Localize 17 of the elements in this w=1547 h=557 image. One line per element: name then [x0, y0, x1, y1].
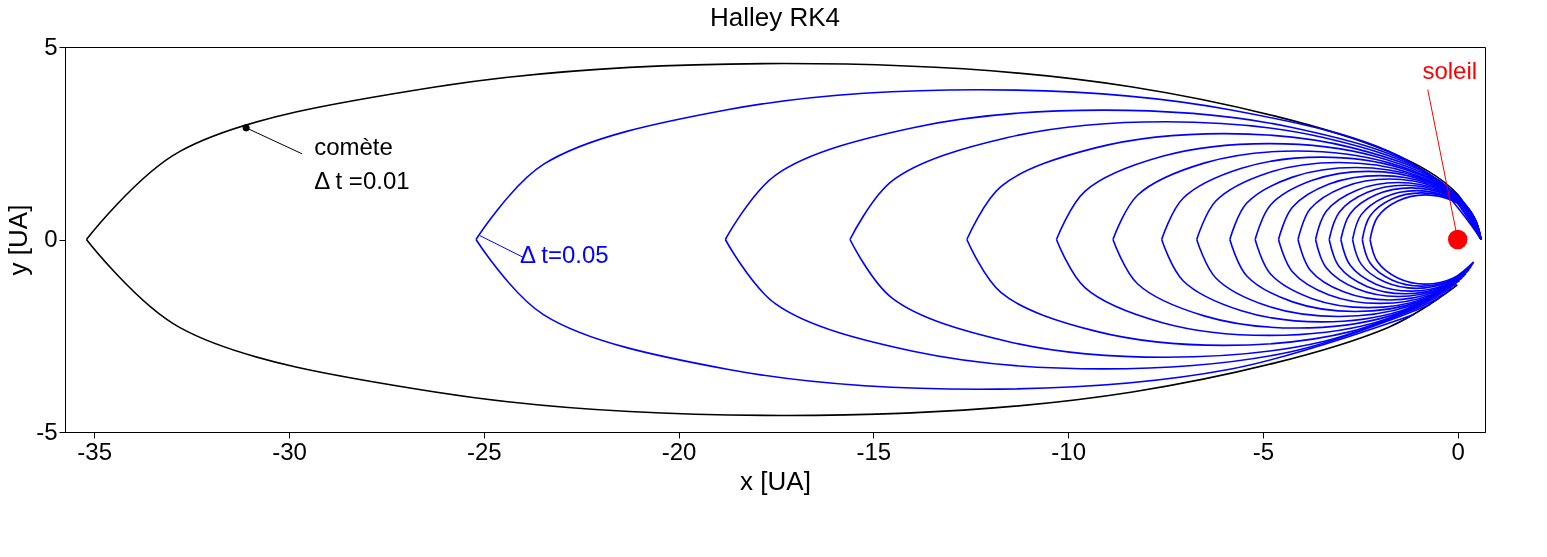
- y-tick-label: -5: [36, 417, 58, 445]
- annotation: soleil: [1422, 56, 1478, 84]
- y-tick-label: 0: [44, 225, 58, 252]
- x-tick-label: -20: [661, 437, 697, 465]
- x-tick-label: -25: [466, 437, 502, 465]
- x-tick-label: 0: [1451, 437, 1465, 465]
- annotation: Δ t=0.05: [519, 240, 609, 268]
- x-tick-label: -5: [1252, 437, 1275, 465]
- annotation: comète Δ t =0.01: [314, 132, 410, 194]
- x-tick-label: -35: [77, 437, 113, 465]
- x-axis-title: x [UA]: [740, 465, 811, 496]
- x-tick-label: -30: [272, 437, 307, 465]
- y-tick-label: 5: [44, 32, 58, 60]
- y-axis-title: y [UA]: [3, 204, 34, 276]
- x-tick-label: -10: [1051, 437, 1086, 465]
- chart-title: Halley RK4: [709, 2, 841, 32]
- x-tick-label: -15: [856, 437, 892, 465]
